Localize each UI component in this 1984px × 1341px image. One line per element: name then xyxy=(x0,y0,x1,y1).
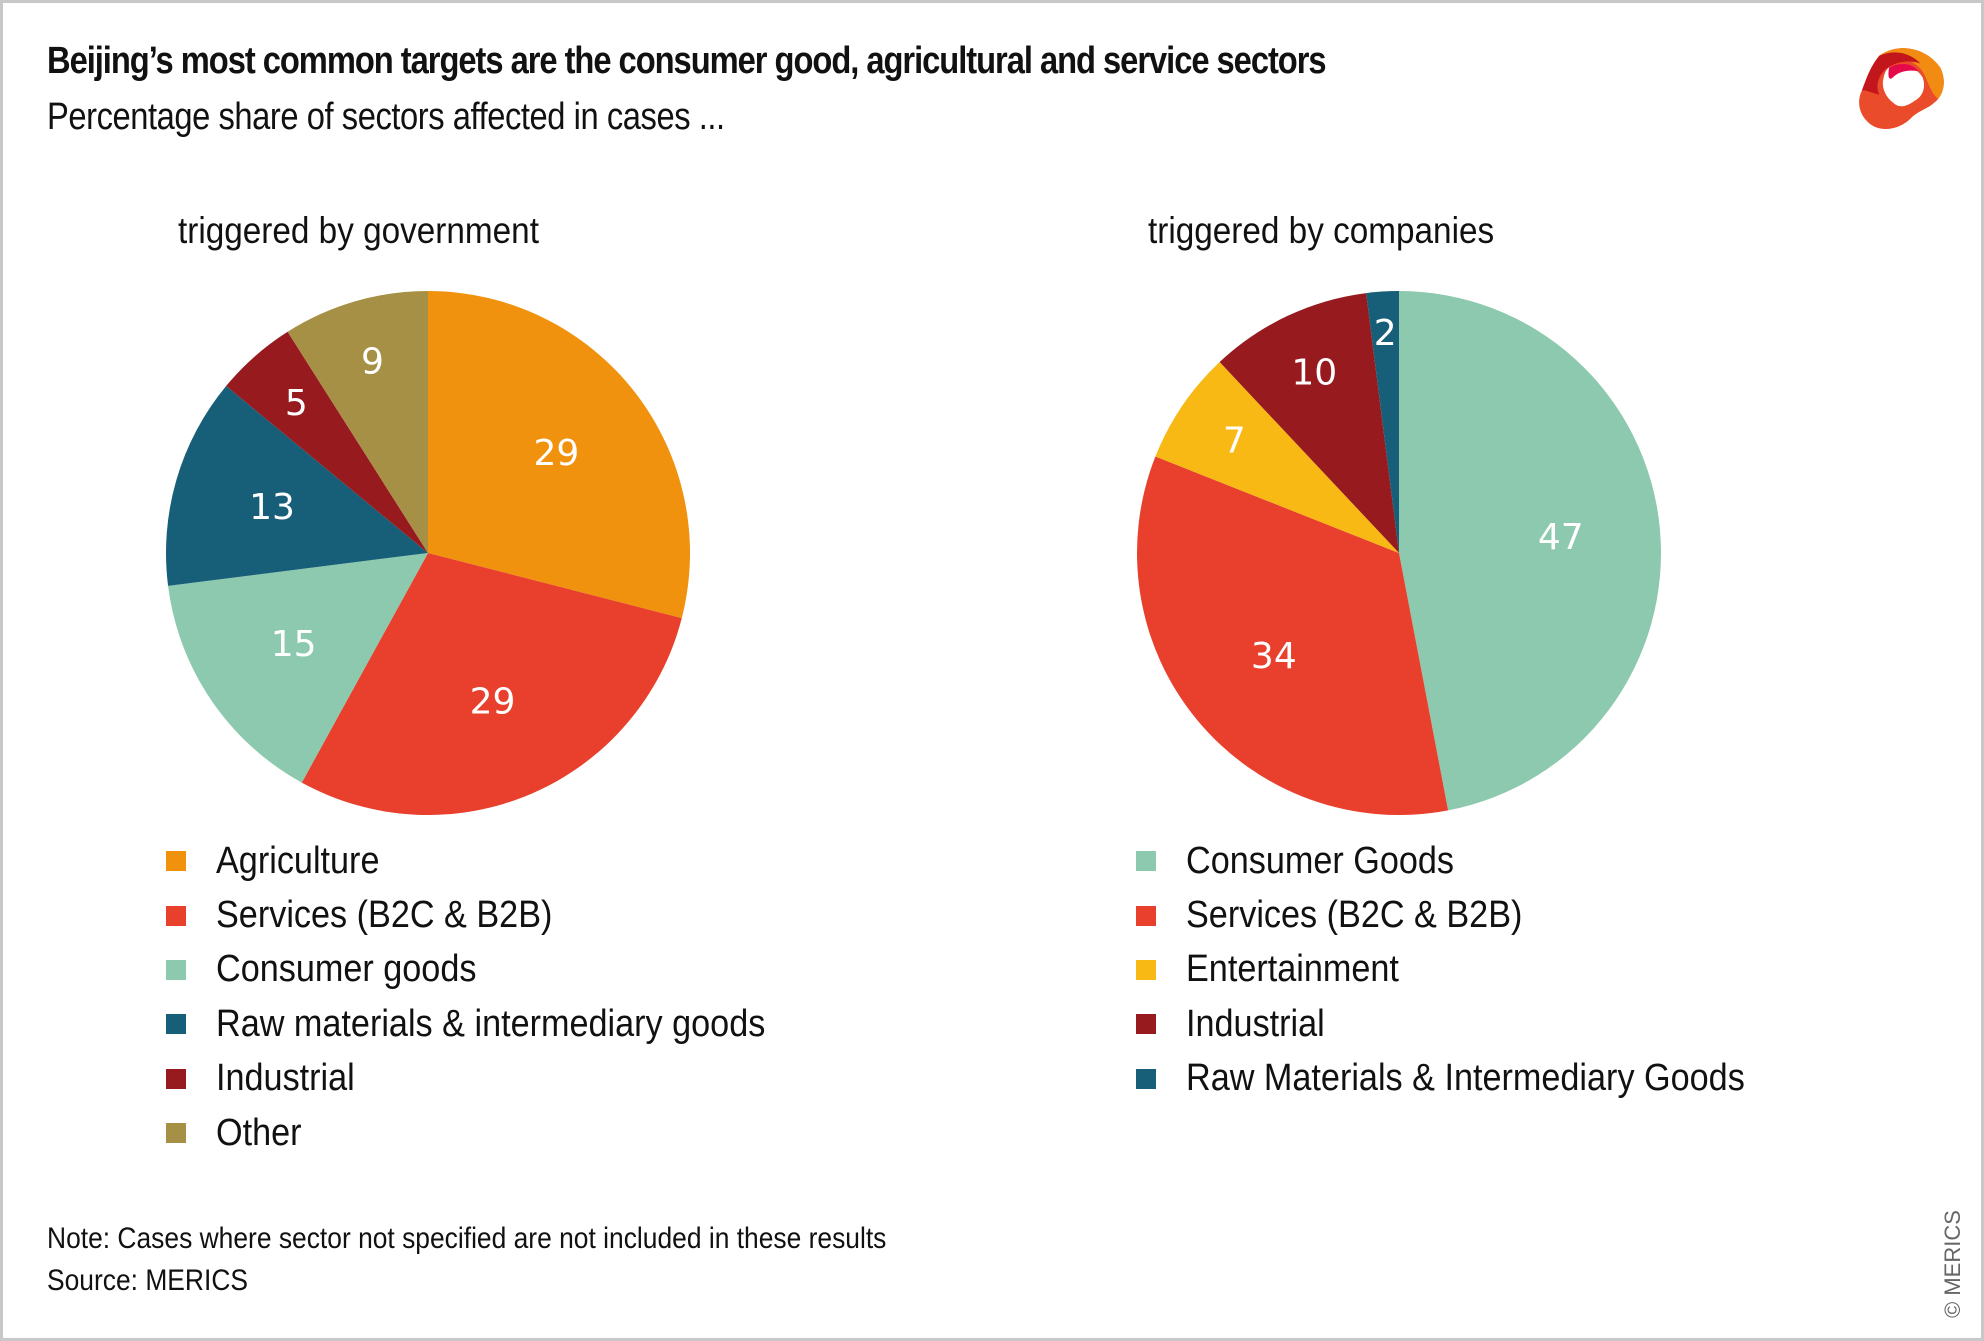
legend-label: Services (B2C & B2B) xyxy=(216,894,553,937)
legend-item: Services (B2C & B2B) xyxy=(166,888,826,942)
legend-item: Consumer Goods xyxy=(1136,834,1807,888)
pie-title-companies: triggered by companies xyxy=(1148,210,1495,251)
legend-label: Consumer goods xyxy=(216,948,477,991)
legend-label: Industrial xyxy=(1186,1002,1325,1045)
copyright-label: © MERICS xyxy=(1940,1210,1965,1318)
slice-value-label: 29 xyxy=(533,433,579,474)
legend-item: Consumer goods xyxy=(166,943,826,997)
legend-swatch xyxy=(1136,851,1156,872)
legend-government: Agriculture Services (B2C & B2B) Consumer … xyxy=(166,834,826,1160)
slice-value-label: 13 xyxy=(249,487,295,528)
pie-slice xyxy=(168,553,428,783)
pie-slice xyxy=(287,291,428,553)
slice-value-label: 29 xyxy=(470,682,516,723)
slice-value-label: 5 xyxy=(285,383,308,424)
legend-item: Services (B2C & B2B) xyxy=(1136,888,1807,942)
pie-slice xyxy=(1155,362,1399,553)
legend-label: Raw Materials & Intermediary Goods xyxy=(1186,1057,1745,1100)
pie-slice xyxy=(1219,293,1399,553)
footer-note: Note: Cases where sector not specified a… xyxy=(47,1222,887,1255)
legend-swatch xyxy=(166,1068,186,1089)
legend-label: Entertainment xyxy=(1186,948,1399,991)
legend-swatch xyxy=(166,851,186,872)
pie-slice xyxy=(301,553,682,815)
legend-swatch xyxy=(1136,959,1156,980)
slice-value-label: 9 xyxy=(361,341,384,382)
legend-swatch xyxy=(1136,1014,1156,1035)
legend-swatch xyxy=(1136,1068,1156,1089)
legend-item: Entertainment xyxy=(1136,943,1807,997)
legend-label: Industrial xyxy=(216,1057,355,1100)
slice-value-label: 47 xyxy=(1538,517,1584,558)
legend-item: Raw Materials & Intermediary Goods xyxy=(1136,1052,1807,1106)
legend-label: Consumer Goods xyxy=(1186,839,1455,882)
legend-item: Other xyxy=(166,1106,826,1160)
pie-title-government: triggered by government xyxy=(178,210,539,251)
slice-value-label: 15 xyxy=(271,624,317,665)
pie-slice xyxy=(226,331,428,553)
legend-swatch xyxy=(1136,905,1156,926)
chart-title: Beijing’s most common targets are the co… xyxy=(47,40,1327,82)
slice-value-label: 2 xyxy=(1374,313,1397,354)
footer: Note: Cases where sector not specified a… xyxy=(47,1218,886,1302)
legend-swatch xyxy=(166,959,186,980)
legend-item: Raw materials & intermediary goods xyxy=(166,997,826,1051)
pie-slice xyxy=(1137,456,1449,815)
legend-label: Other xyxy=(216,1111,302,1154)
pie-slice xyxy=(166,385,428,586)
legend-item: Industrial xyxy=(1136,997,1807,1051)
legend-label: Agriculture xyxy=(216,839,380,882)
pie-slice xyxy=(1399,291,1661,811)
legend-label: Raw materials & intermediary goods xyxy=(216,1002,766,1045)
slice-value-label: 10 xyxy=(1291,352,1337,393)
slice-value-label: 34 xyxy=(1251,636,1297,677)
legend-item: Industrial xyxy=(166,1052,826,1106)
legend-item: Agriculture xyxy=(166,834,826,888)
legend-label: Services (B2C & B2B) xyxy=(1186,894,1523,937)
slice-value-label: 7 xyxy=(1223,421,1246,462)
pie-slice xyxy=(428,291,690,619)
legend-swatch xyxy=(166,1123,186,1144)
legend-swatch xyxy=(166,1014,186,1035)
pie-companies: 47 34 7 10 2 xyxy=(1137,291,1661,815)
legend-swatch xyxy=(166,905,186,926)
pie-government: 29 29 15 13 5 9 xyxy=(166,291,690,815)
footer-source: Source: MERICS xyxy=(47,1264,248,1297)
chart-subtitle: Percentage share of sectors affected in … xyxy=(47,96,725,138)
merics-logo-icon xyxy=(1859,48,1944,129)
legend-companies: Consumer Goods Services (B2C & B2B) Entert… xyxy=(1136,834,1807,1106)
pie-slice xyxy=(1366,291,1399,553)
